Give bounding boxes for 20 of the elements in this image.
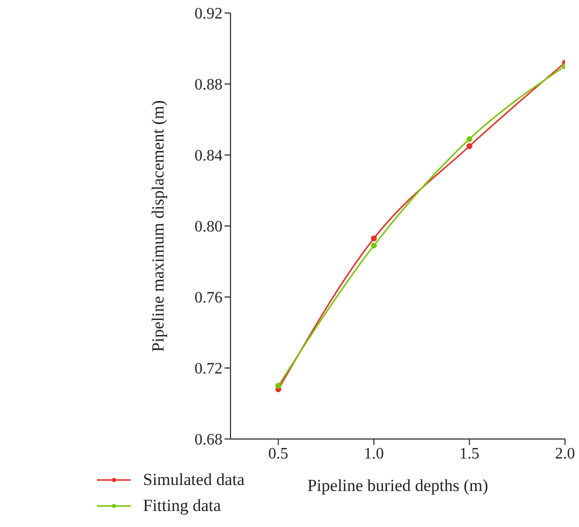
point <box>275 382 282 389</box>
point <box>466 143 472 150</box>
y-axis-title: Pipeline maximum displacement (m) <box>148 100 168 352</box>
y-tick-label: 0.72 <box>194 360 223 378</box>
x-tick-label: 0.5 <box>268 445 288 462</box>
legend-label: Fitting data <box>143 496 221 516</box>
x-tick-label: 2.0 <box>555 445 575 462</box>
y-tick-label: 0.84 <box>194 148 223 165</box>
point <box>466 136 472 142</box>
y-tick-label: 0.80 <box>194 218 223 236</box>
x-tick-label: 1.0 <box>364 445 384 462</box>
point <box>370 235 377 242</box>
legend-label: Simulated data <box>143 470 245 490</box>
y-tick-label: 0.88 <box>194 76 223 94</box>
y-tick-label: 0.76 <box>194 290 223 307</box>
point <box>370 242 377 248</box>
y-tick-label: 0.68 <box>194 432 223 449</box>
x-tick-label: 1.5 <box>459 445 480 462</box>
y-tick-label: 0.92 <box>194 6 223 23</box>
x-axis-title: Pipeline buried depths (m) <box>307 476 488 495</box>
